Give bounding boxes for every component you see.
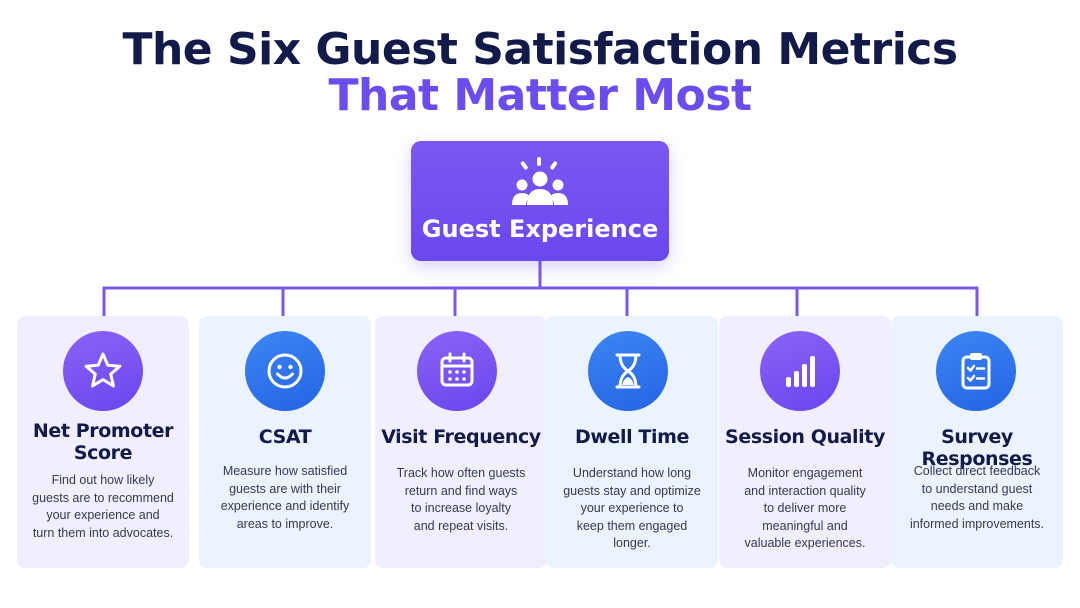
page-title: The Six Guest Satisfaction Metrics [122,24,958,75]
metric-icon-badge [760,331,840,411]
metric-title: Visit Frequency [381,426,541,448]
metric-icon-badge [417,331,497,411]
metric-title: Survey Responses [921,426,1033,470]
clipboard-checklist-icon [961,353,991,390]
metric-description: Measure how satisfied guests are with th… [220,464,350,531]
metric-description: Monitor engagement and interaction quali… [744,466,866,550]
metric-description: Understand how long guests stay and opti… [563,466,701,550]
signal-bars-icon [786,356,815,387]
metric-card-session-quality: Session Quality Monitor engagement and i… [719,316,891,568]
metric-description: Find out how likely guests are to recomm… [32,473,174,540]
root-node-guest-experience: Guest Experience [411,141,669,261]
metric-description: Collect direct feedback to understand gu… [909,464,1045,531]
hourglass-icon [615,353,641,389]
metric-title: Dwell Time [574,426,689,448]
smiley-icon [267,353,303,389]
metric-card-net-promoter-score: Net Promoter Score Find out how likely g… [17,316,189,568]
metric-description: Track how often guests return and find w… [396,466,526,533]
metric-icon-badge [936,331,1016,411]
metric-card-survey-responses: Survey Responses Collect direct feedback… [891,316,1063,568]
metric-icon-badge [63,331,143,411]
root-node-label: Guest Experience [421,215,659,243]
metric-icon-badge [588,331,668,411]
calendar-icon [440,352,474,387]
metric-card-csat: CSAT Measure how satisfied guests are wi… [199,316,371,568]
star-icon [84,352,122,388]
page-subtitle: That Matter Most [328,70,752,121]
metric-title: Net Promoter Score [32,420,174,464]
metric-card-visit-frequency: Visit Frequency Track how often guests r… [375,316,547,568]
metric-card-dwell-time: Dwell Time Understand how long guests st… [546,316,718,568]
guest-group-icon [512,157,568,205]
metric-icon-badge [245,331,325,411]
metric-title: CSAT [258,426,312,448]
metric-title: Session Quality [725,426,885,448]
